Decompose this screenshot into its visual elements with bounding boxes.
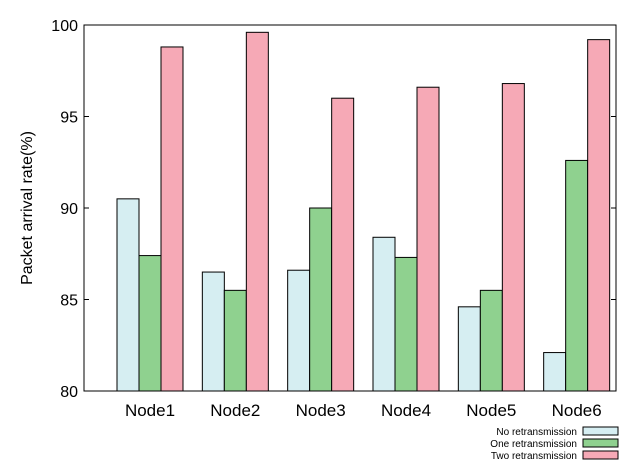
y-axis-label: Packet arrival rate(%)	[19, 131, 36, 285]
bar-node6-series-3	[587, 39, 611, 392]
bar-node1-series-2	[138, 255, 162, 392]
legend-label: One retransmission	[490, 439, 577, 450]
bar-node1-series-3	[160, 46, 184, 392]
legend-swatch	[582, 426, 619, 436]
y-tick-label: 80	[60, 384, 78, 401]
bar-node6-series-1	[543, 352, 567, 392]
legend-swatch	[582, 438, 619, 448]
x-tick-label: Node2	[210, 401, 260, 420]
x-tick-label: Node5	[466, 401, 516, 420]
bar-node3-series-1	[287, 269, 311, 392]
x-tick-label: Node1	[125, 401, 175, 420]
legend-label: No retransmission	[496, 427, 577, 438]
bar-node5-series-1	[457, 306, 481, 392]
x-tick-label: Node3	[296, 401, 346, 420]
bars-layer	[116, 31, 611, 392]
bar-node3-series-2	[309, 207, 333, 392]
y-tick-label: 95	[60, 110, 78, 127]
y-tick-label: 90	[60, 201, 78, 218]
bar-node5-series-2	[479, 289, 503, 392]
x-axis-ticks: Node1 Node2 Node3 Node4 Node5 Node6	[125, 401, 602, 420]
bar-node4-series-2	[394, 256, 418, 392]
x-tick-label: Node4	[381, 401, 431, 420]
bar-node6-series-2	[565, 159, 589, 392]
bar-node1-series-1	[116, 198, 140, 392]
y-tick-label: 85	[60, 293, 78, 310]
y-axis-ticks: 80 85 90 95 100	[51, 18, 616, 401]
bar-node3-series-3	[331, 97, 355, 392]
bar-node4-series-3	[416, 86, 440, 392]
bar-node4-series-1	[372, 236, 396, 392]
y-tick-label: 100	[51, 18, 78, 35]
legend-swatch	[582, 450, 619, 460]
bar-node2-series-2	[223, 289, 247, 392]
legend-label: Two retransmission	[491, 451, 577, 462]
bar-node5-series-3	[501, 83, 525, 392]
x-tick-label: Node6	[552, 401, 602, 420]
bar-node2-series-1	[201, 271, 225, 392]
bar-node2-series-3	[245, 31, 269, 392]
